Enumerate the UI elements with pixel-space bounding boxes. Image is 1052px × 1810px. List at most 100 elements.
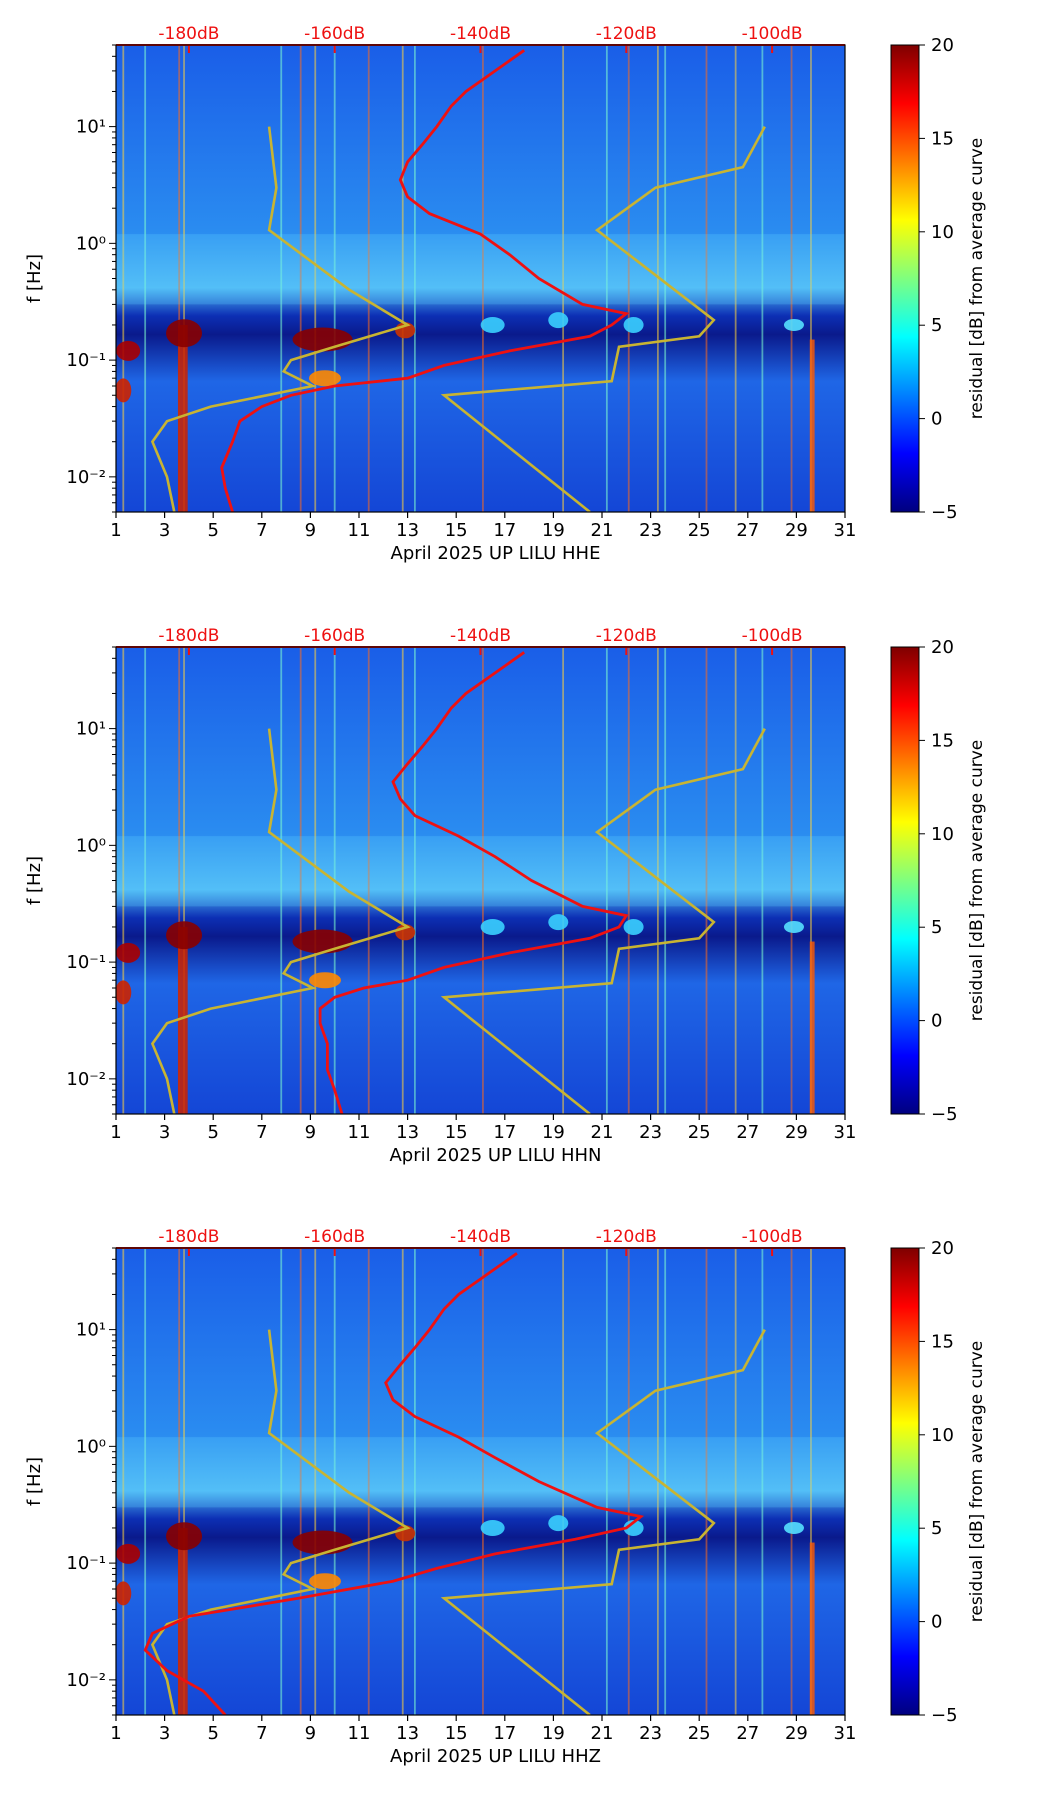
heatmap-streak (562, 45, 565, 512)
heatmap-band (116, 234, 845, 305)
heatmap-streak (178, 647, 181, 1114)
colorbar-tick-label: 20 (931, 35, 954, 56)
heatmap-streak (280, 45, 283, 512)
colorbar-tick-label: 15 (931, 730, 954, 751)
y-axis-tick-label: 10⁰ (76, 835, 106, 856)
db-axis-tick-label: -160dB (304, 24, 365, 44)
nhnm-curve (440, 125, 766, 512)
colorbar-tick-label: 0 (931, 1011, 942, 1032)
x-axis-tick-label: 21 (591, 520, 614, 541)
db-axis-tick-label: -140dB (450, 1227, 511, 1247)
heatmap-streak (810, 647, 812, 1114)
colorbar-tick-label: −5 (931, 1705, 958, 1726)
x-axis-tick-label: 23 (639, 520, 662, 541)
x-axis-label: April 2025 UP LILU HHZ (390, 1746, 601, 1767)
heatmap-blob (623, 316, 644, 333)
nlnm-curve (150, 1329, 411, 1715)
x-axis-tick-label: 29 (785, 520, 808, 541)
heatmap-streak (605, 647, 608, 1114)
x-axis-tick-label: 3 (159, 1122, 170, 1143)
db-axis-tick-label: -180dB (158, 626, 219, 646)
heatmap-streak (482, 1248, 484, 1715)
y-axis-tick-label: 10¹ (76, 117, 106, 138)
heatmap-streak (605, 1248, 608, 1715)
x-axis-tick-label: 29 (785, 1723, 808, 1744)
heatmap-streak (183, 1248, 185, 1715)
colorbar-tick-label: 15 (931, 128, 954, 149)
y-axis-tick-label: 10⁻² (66, 1069, 106, 1090)
heatmap-streak (177, 1527, 188, 1715)
y-axis-label: f [Hz] (24, 1457, 45, 1506)
heatmap-streak (734, 1248, 737, 1715)
heatmap-blob (166, 1522, 203, 1551)
psd-curve (318, 651, 629, 1114)
x-axis-tick-label: 9 (305, 520, 316, 541)
x-axis-tick-label: 19 (542, 1723, 565, 1744)
heatmap-blob (166, 319, 203, 348)
x-axis-tick-label: 17 (493, 1723, 516, 1744)
psd-curve (220, 49, 630, 512)
heatmap-streak (144, 647, 147, 1114)
x-axis-tick-label: 3 (159, 520, 170, 541)
heatmap-streak (790, 45, 793, 512)
nhnm-curve (440, 1328, 766, 1715)
colorbar-tick-label: 10 (931, 1425, 954, 1446)
heatmap-streak (314, 1248, 317, 1715)
heatmap-streak (178, 1248, 181, 1715)
heatmap-band (116, 1437, 845, 1508)
heatmap-streak (122, 45, 125, 512)
db-axis-tick-label: -140dB (450, 24, 511, 44)
x-axis-tick-label: 7 (256, 1122, 267, 1143)
heatmap-streak (664, 647, 667, 1114)
heatmap-texture (116, 45, 845, 512)
heatmap-streak (761, 647, 764, 1114)
x-axis-tick-label: 5 (207, 1723, 218, 1744)
heatmap-blob (783, 318, 804, 331)
heatmap-blob (623, 1519, 644, 1536)
heatmap-blob (116, 340, 141, 361)
heatmap-streak (144, 1248, 147, 1715)
x-axis-tick-label: 15 (445, 1723, 468, 1744)
x-axis-tick-label: 21 (591, 1723, 614, 1744)
heatmap-streak (178, 45, 181, 512)
colorbar-tick-label: 0 (931, 1612, 942, 1633)
heatmap-background (116, 1248, 845, 1715)
heatmap-streak (314, 45, 317, 512)
heatmap-streak (183, 647, 185, 1114)
heatmap-blob (783, 920, 804, 933)
heatmap-streak (790, 647, 793, 1114)
heatmap-streak (413, 45, 416, 512)
x-axis-tick-label: 21 (591, 1122, 614, 1143)
colorbar-tick-label: 5 (931, 1518, 942, 1539)
heatmap-blob (308, 1573, 341, 1590)
heatmap-streak (413, 647, 416, 1114)
heatmap-streak (413, 1248, 416, 1715)
x-axis-tick-label: 13 (396, 1723, 419, 1744)
x-axis-tick-label: 17 (493, 520, 516, 541)
heatmap-streak (367, 647, 370, 1114)
x-axis-tick-label: 23 (639, 1723, 662, 1744)
y-axis-tick-label: 10⁻² (66, 1670, 106, 1691)
heatmap-streak (705, 647, 708, 1114)
heatmap-texture (116, 1248, 845, 1715)
heatmap-streak (401, 647, 404, 1114)
psd-curve (143, 1252, 645, 1715)
heatmap-streak (605, 45, 608, 512)
x-axis-tick-label: 9 (305, 1723, 316, 1744)
heatmap-band (116, 836, 845, 907)
colorbar-label: residual [dB] from average curve (967, 138, 987, 419)
db-axis-tick-label: -160dB (304, 1227, 365, 1247)
colorbar-tick-label: 15 (931, 1331, 954, 1352)
x-axis-tick-label: 15 (445, 1122, 468, 1143)
heatmap-streak (809, 941, 815, 1114)
heatmap-streak (177, 324, 188, 512)
nhnm-curve (440, 727, 766, 1114)
heatmap-streak (761, 1248, 764, 1715)
heatmap-streak (705, 45, 708, 512)
x-axis-tick-label: 5 (207, 520, 218, 541)
heatmap-streak (734, 647, 737, 1114)
x-axis-tick-label: 19 (542, 520, 565, 541)
heatmap-streak (401, 1248, 404, 1715)
